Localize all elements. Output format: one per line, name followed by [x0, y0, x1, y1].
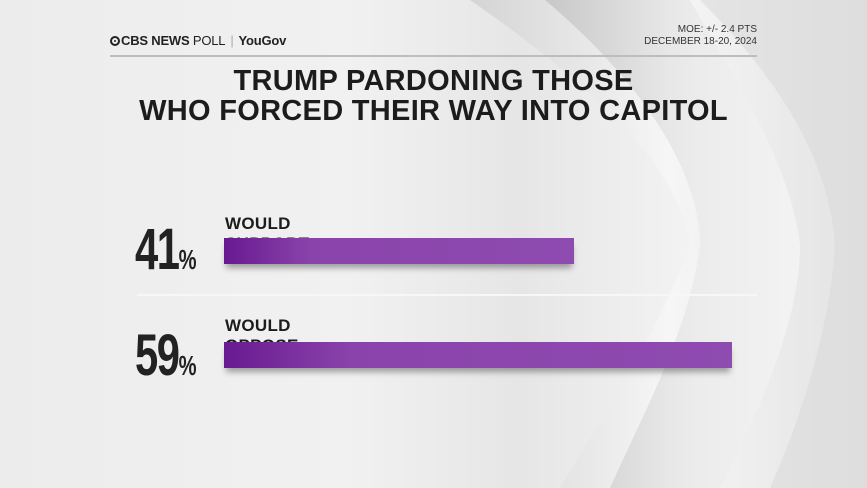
poll-dates: DECEMBER 18-20, 2024 [644, 36, 757, 47]
brand-poll: POLL [192, 33, 226, 48]
brand-network: CBS NEWS [121, 33, 190, 48]
cbs-eye-icon [110, 36, 120, 46]
title-line-2: WHO FORCED THEIR WAY INTO CAPITOL [139, 95, 728, 127]
brand-logo: CBS NEWS POLL | YouGov [110, 33, 286, 48]
brand-partner: YouGov [238, 33, 287, 48]
bar-support [224, 238, 574, 264]
row-divider [137, 294, 757, 296]
chart-title: TRUMP PARDONING THOSE WHO FORCED THEIR W… [0, 66, 867, 126]
percent-value: 59% [135, 323, 196, 388]
header-bar: CBS NEWS POLL | YouGov MOE: +/- 2.4 PTS DE… [110, 24, 757, 57]
poll-meta: MOE: +/- 2.4 PTS DECEMBER 18-20, 2024 [644, 24, 757, 48]
brand-separator: | [230, 33, 234, 48]
title-line-1: TRUMP PARDONING THOSE [233, 65, 634, 97]
margin-of-error: MOE: +/- 2.4 PTS [677, 24, 757, 35]
percent-value: 41% [135, 217, 196, 282]
bar-oppose [224, 342, 732, 368]
